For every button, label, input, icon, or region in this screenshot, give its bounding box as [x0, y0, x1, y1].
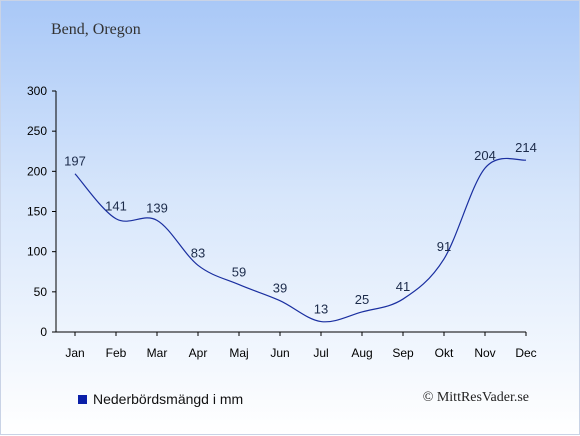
legend-swatch [78, 394, 87, 404]
data-label: 83 [191, 245, 205, 260]
x-tick-label: Sep [392, 346, 414, 360]
x-tick-label: Aug [351, 346, 372, 360]
series-line [74, 157, 527, 323]
y-tick-label: 300 [27, 84, 47, 98]
data-label: 25 [355, 292, 369, 307]
y-tick-label: 0 [40, 325, 47, 339]
data-label: 139 [146, 200, 168, 215]
data-label: 204 [474, 148, 496, 163]
y-tick-label: 150 [27, 205, 47, 219]
data-label: 197 [64, 154, 86, 169]
data-label: 41 [396, 279, 410, 294]
data-label: 13 [314, 302, 328, 317]
chart-city-title: Bend, Oregon [51, 21, 141, 38]
data-label: 214 [515, 140, 537, 155]
data-label: 59 [232, 265, 246, 280]
data-label: 39 [273, 281, 287, 296]
x-tick-label: Maj [229, 346, 248, 360]
y-tick-label: 250 [27, 124, 47, 138]
x-tick-label: Mar [147, 346, 168, 360]
data-label: 91 [437, 239, 451, 254]
legend: Nederbördsmängd i mm [78, 391, 243, 407]
x-tick-label: Dec [515, 346, 536, 360]
x-tick-label: Jan [65, 346, 84, 360]
legend-label: Nederbördsmängd i mm [93, 391, 244, 407]
x-tick-label: Nov [474, 346, 495, 360]
y-tick-label: 200 [27, 164, 47, 178]
x-tick-label: Apr [189, 346, 208, 360]
site-credit[interactable]: © MittResVader.se [422, 390, 529, 405]
x-tick-label: Jun [270, 346, 289, 360]
data-label: 141 [105, 199, 127, 214]
y-tick-label: 50 [34, 285, 48, 299]
y-tick-label: 100 [27, 245, 47, 259]
x-tick-label: Okt [435, 346, 454, 360]
x-tick-label: Feb [106, 346, 127, 360]
x-tick-label: Jul [313, 346, 328, 360]
